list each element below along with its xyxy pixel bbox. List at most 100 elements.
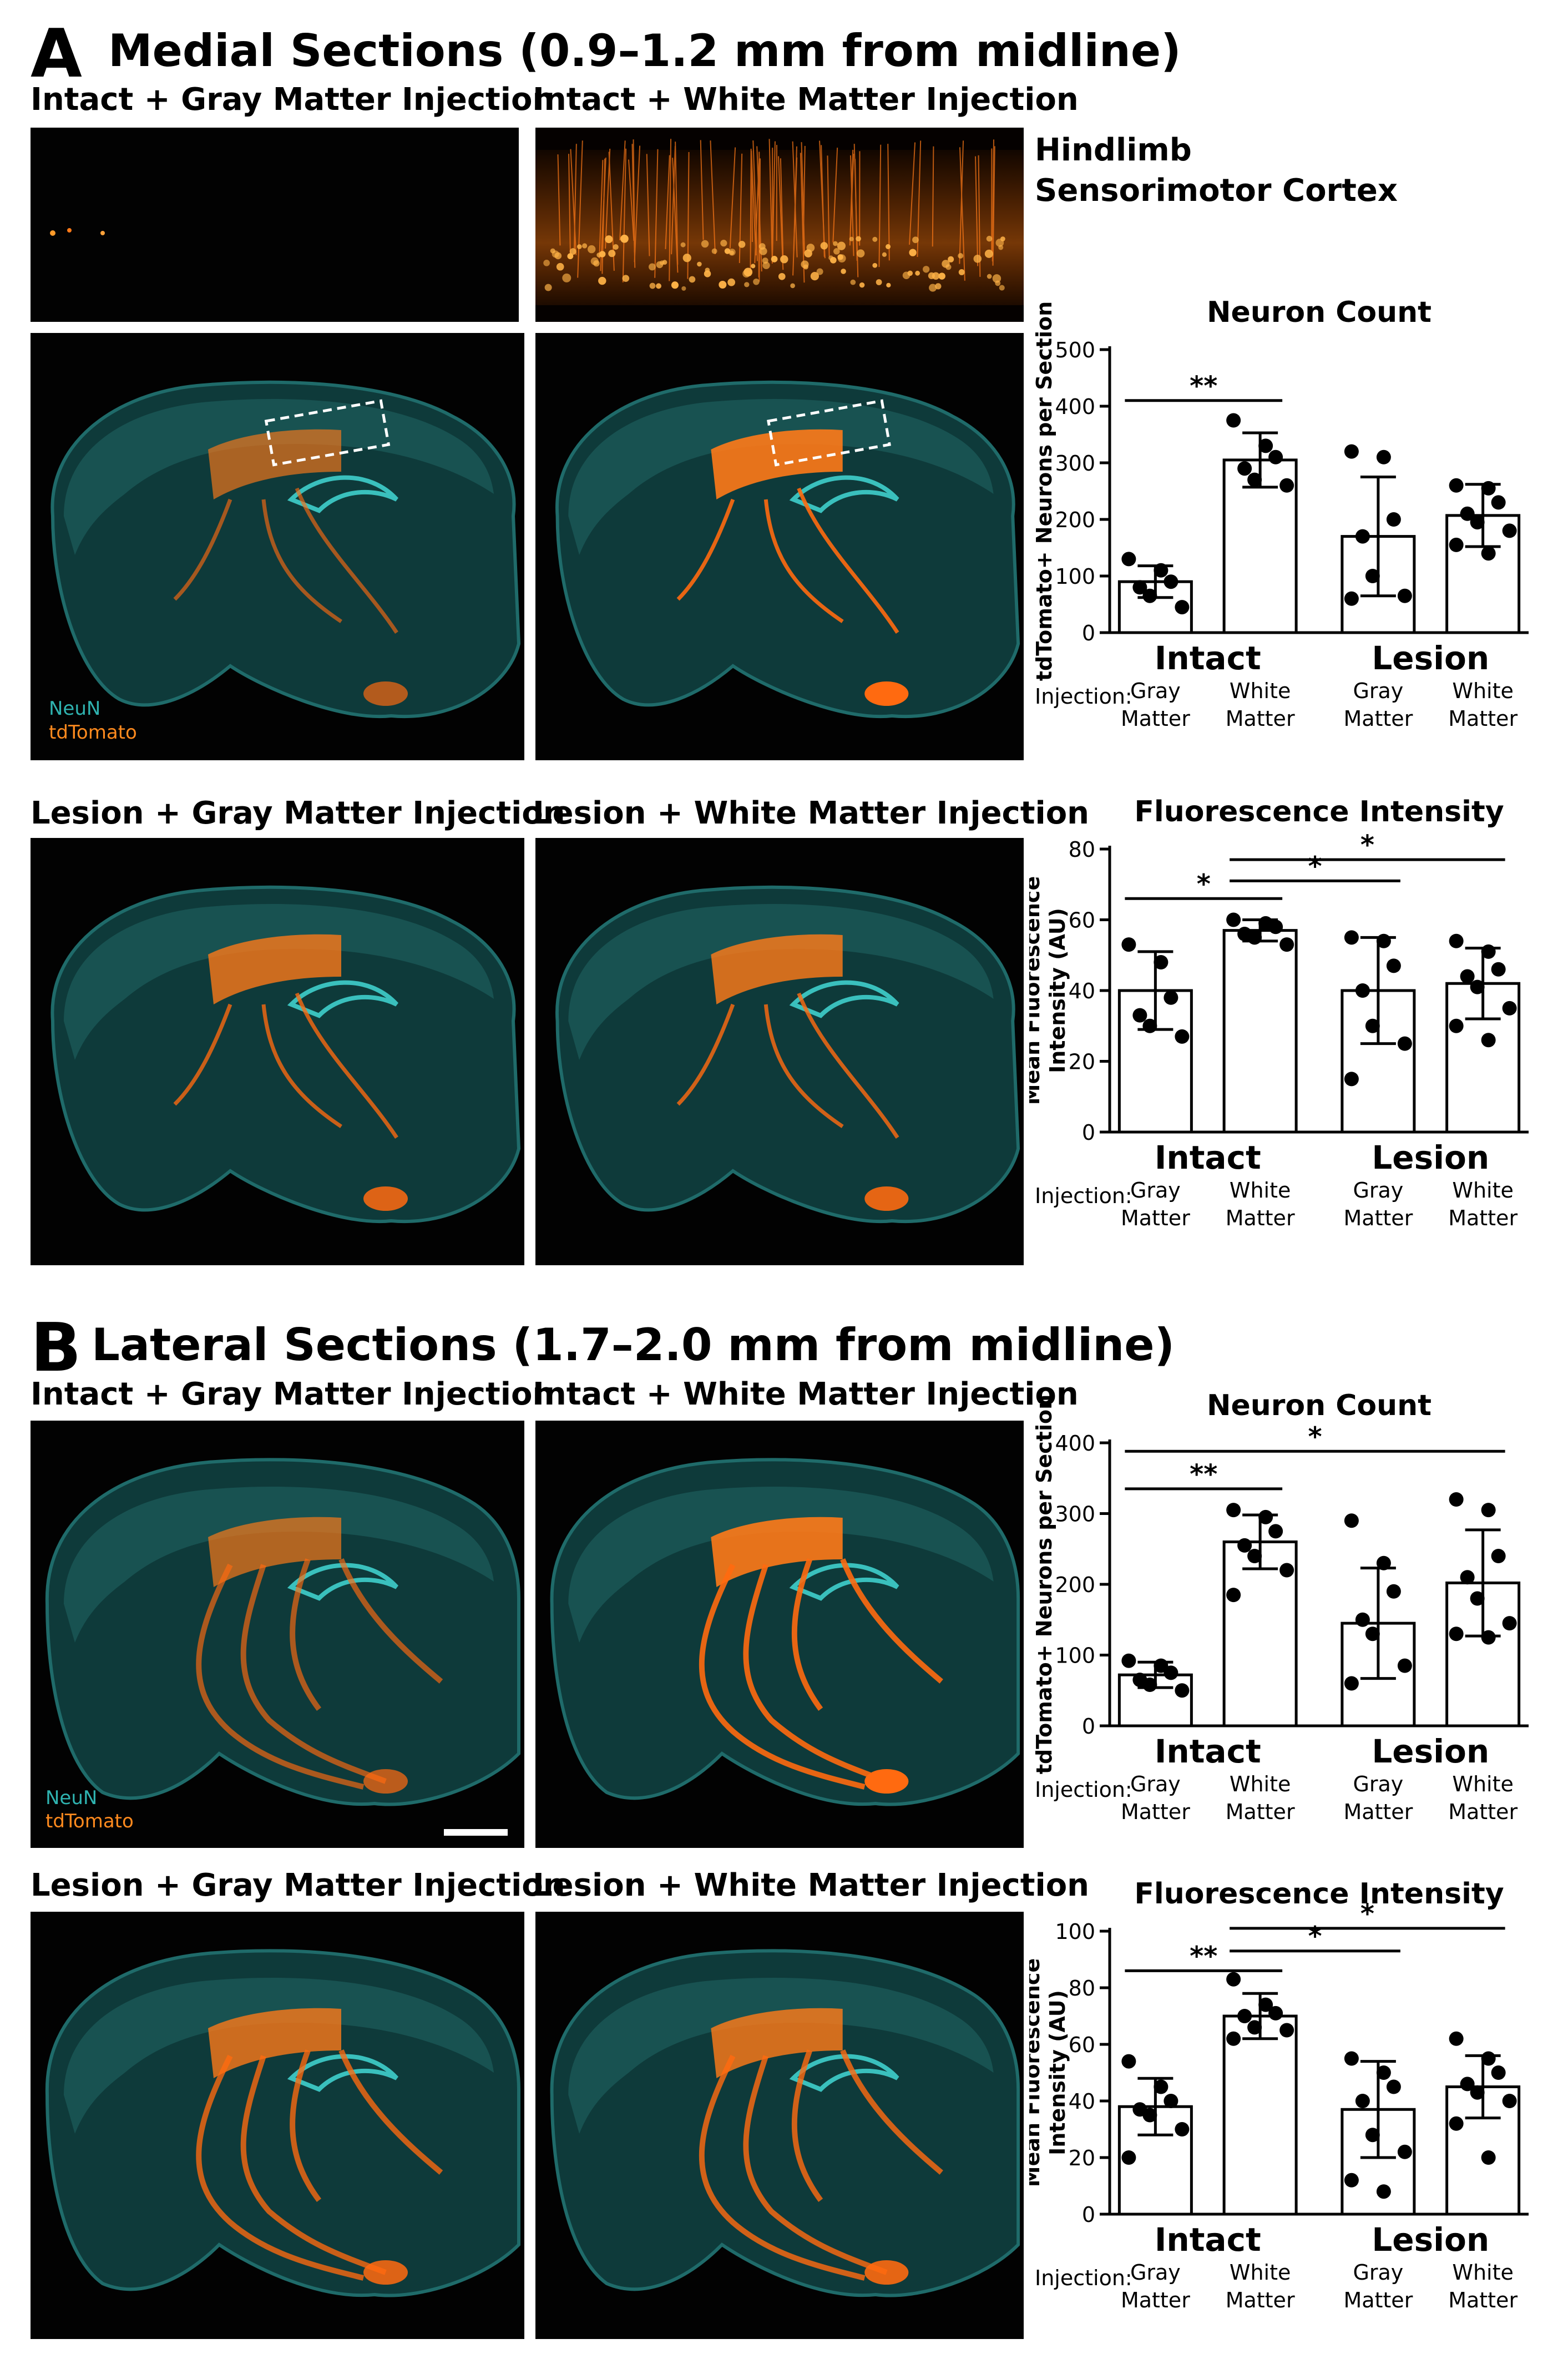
y-tick-label: 400: [1055, 395, 1095, 419]
data-point: [1470, 979, 1485, 994]
data-point: [1175, 600, 1190, 615]
significance-label: *: [1308, 1921, 1322, 1952]
data-point: [1365, 2128, 1380, 2143]
panel-b-letter: B: [31, 1310, 82, 1387]
label-b-intact-white: Intact + White Matter Injection: [533, 1376, 1079, 1412]
data-point: [1268, 1524, 1283, 1539]
chart-ylabel: Mean FluorescenceIntensity (AU): [1029, 876, 1070, 1105]
significance-label: **: [1190, 1459, 1217, 1490]
chart-ylabel: tdTomato+ Neurons per Section: [1032, 1395, 1056, 1774]
chart-title: Fluorescence Intensity: [1134, 1877, 1504, 1911]
data-point: [1386, 1584, 1401, 1599]
y-tick-label: 0: [1082, 1714, 1095, 1739]
data-point: [1376, 1555, 1391, 1570]
chart-svg: Fluorescence Intensity Mean FluorescenceI…: [1029, 795, 1529, 1230]
group-label: Lesion: [1372, 2221, 1489, 2259]
chart-a-neuron-count: Neuron Count tdTomato+ Neurons per Sectio…: [1029, 294, 1562, 749]
category-label: White Matter: [1226, 2260, 1295, 2312]
data-point: [1481, 2150, 1496, 2165]
y-tick-label: 80: [1069, 837, 1095, 862]
y-tick-label: 100: [1055, 1644, 1095, 1668]
data-point: [1279, 2023, 1294, 2038]
y-tick-label: 400: [1055, 1431, 1095, 1456]
y-tick-label: 40: [1069, 979, 1095, 1003]
category-label: Gray Matter: [1343, 679, 1413, 731]
data-point: [1344, 2051, 1359, 2066]
data-point: [1164, 1665, 1178, 1680]
significance-label: *: [1197, 868, 1211, 900]
category-label: Gray Matter: [1121, 1772, 1190, 1824]
category-label: Gray Matter: [1121, 679, 1190, 731]
data-point: [1376, 449, 1391, 464]
y-tick-label: 0: [1082, 621, 1095, 645]
data-point: [1154, 563, 1169, 578]
label-a-intact-white: Intact + White Matter Injection: [533, 82, 1079, 118]
data-point: [1397, 1036, 1412, 1051]
group-label: Intact: [1155, 1732, 1261, 1770]
section-a-intact-white: [535, 333, 1024, 760]
label-b-lesion-white: Lesion + White Matter Injection: [533, 1867, 1090, 1903]
category-label: White Matter: [1226, 1178, 1295, 1230]
chart-title: Fluorescence Intensity: [1134, 795, 1504, 829]
data-point: [1460, 969, 1475, 984]
data-point: [1502, 2094, 1517, 2108]
data-point: [1142, 1018, 1157, 1033]
y-tick-label: 80: [1069, 1976, 1095, 2001]
chart-ylabel: Mean FluorescenceIntensity (AU): [1029, 1958, 1070, 2187]
significance-label: *: [1308, 851, 1322, 882]
data-point: [1142, 2108, 1157, 2123]
data-point: [1237, 461, 1252, 476]
data-point: [1449, 1626, 1464, 1641]
data-point: [1355, 983, 1370, 998]
data-point: [1397, 1658, 1412, 1673]
data-point: [1226, 1972, 1241, 1987]
panel-b-title: Lateral Sections (1.7–2.0 mm from midlin…: [92, 1319, 1175, 1371]
data-point: [1268, 449, 1283, 464]
data-point: [1386, 958, 1401, 973]
data-point: [1258, 1997, 1273, 2012]
data-point: [1164, 574, 1178, 589]
data-point: [1449, 537, 1464, 552]
data-point: [1502, 523, 1517, 538]
data-point: [1449, 933, 1464, 948]
data-point: [1226, 1503, 1241, 1518]
data-point: [1344, 1513, 1359, 1528]
data-point: [1491, 2065, 1506, 2080]
stain-tdtomato-a: tdTomato: [49, 721, 137, 744]
y-tick-label: 40: [1069, 2089, 1095, 2114]
data-point: [1279, 478, 1294, 493]
data-point: [1154, 1658, 1169, 1673]
category-label: Gray Matter: [1343, 1772, 1413, 1824]
data-point: [1154, 2079, 1169, 2094]
chart-b-fluorescence: Fluorescence Intensity Mean FluorescenceI…: [1029, 1876, 1562, 2331]
data-point: [1502, 1001, 1517, 1016]
data-point: [1491, 495, 1506, 510]
category-label: White Matter: [1448, 2260, 1518, 2312]
data-point: [1279, 937, 1294, 952]
y-tick-label: 0: [1082, 1120, 1095, 1145]
group-label: Lesion: [1372, 639, 1489, 677]
data-point: [1142, 588, 1157, 603]
group-label: Intact: [1155, 639, 1261, 677]
data-point: [1175, 1029, 1190, 1044]
y-tick-label: 100: [1055, 1920, 1095, 1944]
data-point: [1491, 1549, 1506, 1563]
category-label: White Matter: [1226, 1772, 1295, 1824]
inset-intact-white: [535, 128, 1024, 322]
data-point: [1237, 1538, 1252, 1553]
data-point: [1481, 1503, 1496, 1518]
data-point: [1279, 1563, 1294, 1578]
inset-label-line1: Hindlimb: [1035, 132, 1192, 168]
y-tick-label: 100: [1055, 564, 1095, 589]
data-point: [1258, 438, 1273, 453]
data-point: [1365, 1018, 1380, 1033]
data-point: [1175, 2122, 1190, 2136]
chart-svg: Neuron Count tdTomato+ Neurons per Sectio…: [1032, 296, 1529, 731]
data-point: [1470, 2085, 1485, 2100]
data-point: [1481, 1033, 1496, 1048]
section-a-lesion-gray: [31, 838, 524, 1265]
section-b-intact-gray: [31, 1421, 524, 1848]
y-tick-label: 60: [1069, 908, 1095, 933]
category-label: Gray Matter: [1343, 1178, 1413, 1230]
data-point: [1247, 2020, 1262, 2035]
